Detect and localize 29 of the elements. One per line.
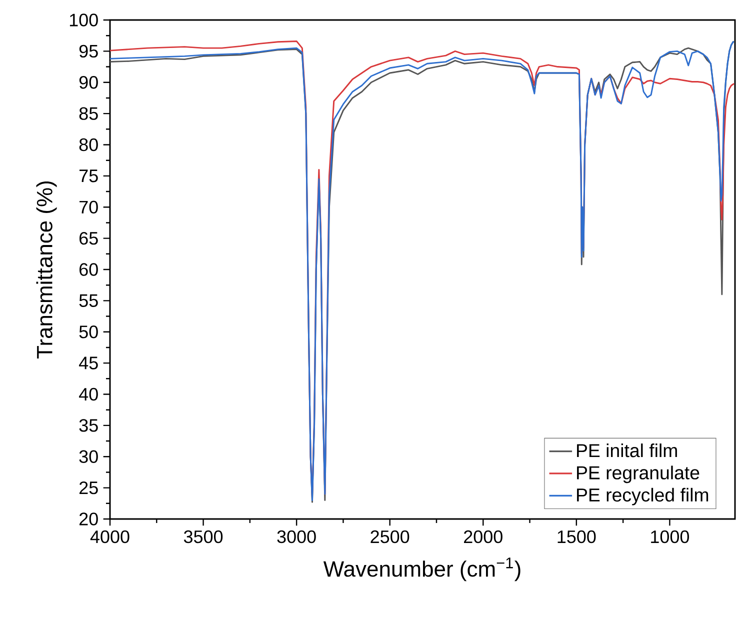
legend-label: PE recycled film	[577, 488, 708, 506]
x-tick-label: 3000	[277, 530, 316, 544]
y-axis-title: Transmittance (%)	[36, 181, 57, 358]
y-tick-label: 75	[80, 170, 98, 182]
y-tick-label: 70	[80, 200, 98, 214]
y-tick-label: 80	[79, 138, 98, 152]
y-tick-label: 90	[79, 76, 98, 89]
y-tick-label: 85	[79, 107, 98, 120]
y-tick-label: 45	[79, 356, 98, 370]
x-tick-label: 2500	[370, 530, 410, 544]
y-tick-label: 35	[79, 419, 98, 432]
y-tick-label: 60	[80, 263, 98, 276]
x-tick-label: 1500	[558, 530, 596, 544]
y-tick-label: 95	[79, 44, 98, 58]
x-tick-label: 3500	[184, 530, 223, 544]
legend-label: PE inital film	[577, 444, 677, 458]
y-tick-label: 25	[79, 481, 98, 494]
y-tick-label: 30	[79, 450, 98, 463]
x-tick-label: 4000	[90, 530, 130, 544]
y-tick-label: 40	[79, 388, 98, 401]
y-tick-label: 20	[79, 512, 98, 526]
x-axis-title: Wavenumber (cm$^{−1}$)	[323, 558, 520, 582]
y-tick-label: 65	[80, 232, 98, 245]
x-tick-label: 2000	[464, 530, 502, 544]
legend-label: PE regranulate	[577, 466, 700, 484]
y-tick-label: 100	[70, 14, 98, 26]
x-tick-label: 1000	[651, 530, 690, 544]
y-tick-label: 50	[79, 326, 98, 338]
y-tick-label: 55	[79, 294, 98, 307]
